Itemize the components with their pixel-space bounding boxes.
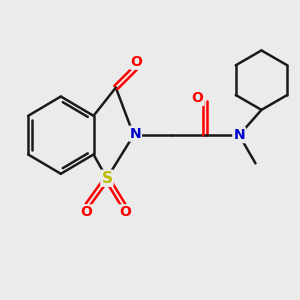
Text: N: N: [233, 128, 245, 142]
Text: S: S: [101, 171, 112, 186]
Text: O: O: [119, 206, 131, 219]
Text: O: O: [192, 91, 203, 105]
Text: O: O: [80, 206, 92, 219]
Text: O: O: [131, 55, 142, 69]
Text: N: N: [129, 127, 141, 141]
